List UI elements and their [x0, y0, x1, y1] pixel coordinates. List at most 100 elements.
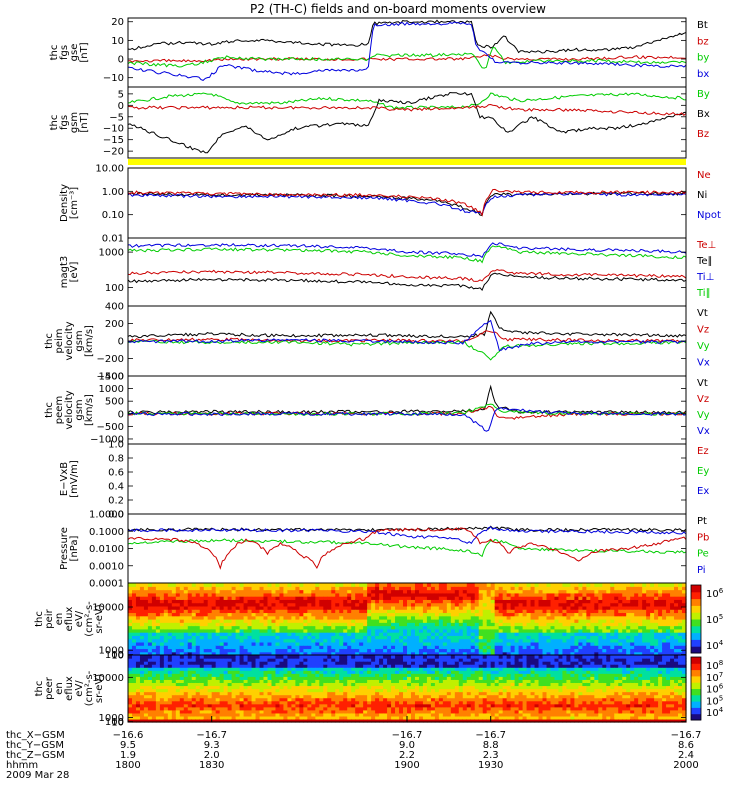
spec-cell — [303, 661, 308, 665]
spec-cell — [335, 583, 340, 587]
spec-cell — [255, 706, 261, 711]
spec-cell — [466, 609, 472, 614]
spec-cell — [410, 676, 416, 680]
spec-cell — [662, 605, 667, 610]
spec-cell — [183, 697, 189, 702]
spec-cell — [167, 625, 173, 630]
spec-cell — [247, 589, 253, 594]
spec-cell — [534, 605, 540, 610]
spec-cell — [426, 709, 432, 714]
spec-cell — [570, 599, 575, 604]
spec-cell — [530, 605, 536, 610]
spec-cell — [135, 648, 141, 653]
y-axis-label: [mV/m] — [69, 460, 80, 498]
spec-cell — [143, 712, 149, 717]
spec-cell — [331, 622, 336, 627]
spec-cell — [498, 619, 504, 623]
spec-cell — [251, 632, 257, 636]
spec-cell — [327, 706, 332, 711]
spec-cell — [179, 673, 185, 677]
spec-cell — [558, 612, 564, 617]
spec-cell — [255, 709, 261, 714]
spec-cell — [179, 651, 185, 656]
spec-cell — [311, 706, 316, 711]
spec-cell — [498, 628, 504, 633]
spec-cell — [315, 715, 320, 720]
spec-cell — [347, 609, 352, 614]
spec-cell — [634, 619, 639, 623]
spec-cell — [395, 619, 400, 623]
spec-cell — [279, 635, 285, 640]
spec-cell — [566, 586, 572, 591]
spec-cell — [347, 645, 352, 650]
spec-cell — [187, 673, 193, 677]
spec-cell — [379, 679, 384, 684]
spec-cell — [363, 596, 368, 600]
spec-cell — [323, 619, 328, 623]
spec-cell — [327, 605, 332, 610]
spec-cell — [371, 682, 376, 687]
spec-cell — [371, 599, 376, 604]
spec-cell — [215, 641, 221, 646]
spec-cell — [506, 645, 512, 650]
spec-cell — [383, 596, 388, 600]
y-tick-label: 0 — [118, 409, 124, 420]
spec-cell — [395, 661, 400, 665]
spec-cell — [666, 583, 671, 587]
spec-cell — [430, 622, 436, 627]
spec-cell — [259, 628, 265, 633]
spec-cell — [395, 688, 400, 693]
spec-cell — [247, 612, 253, 617]
spec-cell — [662, 583, 667, 587]
spec-cell — [271, 667, 277, 671]
spec-cell — [303, 583, 308, 587]
spec-cell — [422, 583, 428, 587]
spec-cell — [558, 635, 564, 640]
spec-cell — [163, 691, 169, 696]
spec-cell — [131, 619, 137, 623]
spec-cell — [143, 655, 149, 659]
spec-cell — [418, 625, 424, 630]
spec-cell — [403, 596, 408, 600]
spec-cell — [331, 667, 336, 671]
spec-cell — [283, 661, 289, 665]
spec-cell — [678, 596, 683, 600]
spec-cell — [147, 622, 153, 627]
spec-cell — [167, 622, 173, 627]
spec-cell — [383, 664, 388, 668]
spec-cell — [255, 697, 261, 702]
spec-cell — [327, 712, 332, 717]
spec-cell — [203, 670, 209, 674]
spec-cell — [542, 615, 548, 620]
spec-cell — [546, 635, 552, 640]
spec-cell — [450, 622, 456, 627]
spec-cell — [207, 673, 213, 677]
spec-cell — [227, 664, 233, 668]
spec-cell — [387, 635, 392, 640]
spec-cell — [606, 596, 611, 600]
spec-cell — [474, 586, 480, 591]
spec-cell — [422, 712, 428, 717]
spec-cell — [490, 605, 496, 610]
spec-cell — [319, 638, 324, 643]
spec-cell — [462, 586, 468, 591]
spec-cell — [403, 589, 408, 594]
spec-cell — [275, 632, 281, 636]
spec-cell — [379, 655, 384, 659]
spec-cell — [654, 612, 659, 617]
spec-cell — [195, 641, 201, 646]
spec-cell — [275, 688, 281, 693]
spec-cell — [363, 691, 368, 696]
spec-cell — [638, 651, 643, 656]
spec-cell — [371, 670, 376, 674]
spec-cell — [674, 592, 679, 597]
spec-cell — [371, 615, 376, 620]
spec-cell — [215, 661, 221, 665]
spec-cell — [223, 670, 229, 674]
spec-cell — [538, 632, 544, 636]
spec-cell — [131, 651, 137, 656]
spec-cell — [227, 612, 233, 617]
spec-cell — [259, 635, 265, 640]
spec-cell — [239, 694, 245, 699]
